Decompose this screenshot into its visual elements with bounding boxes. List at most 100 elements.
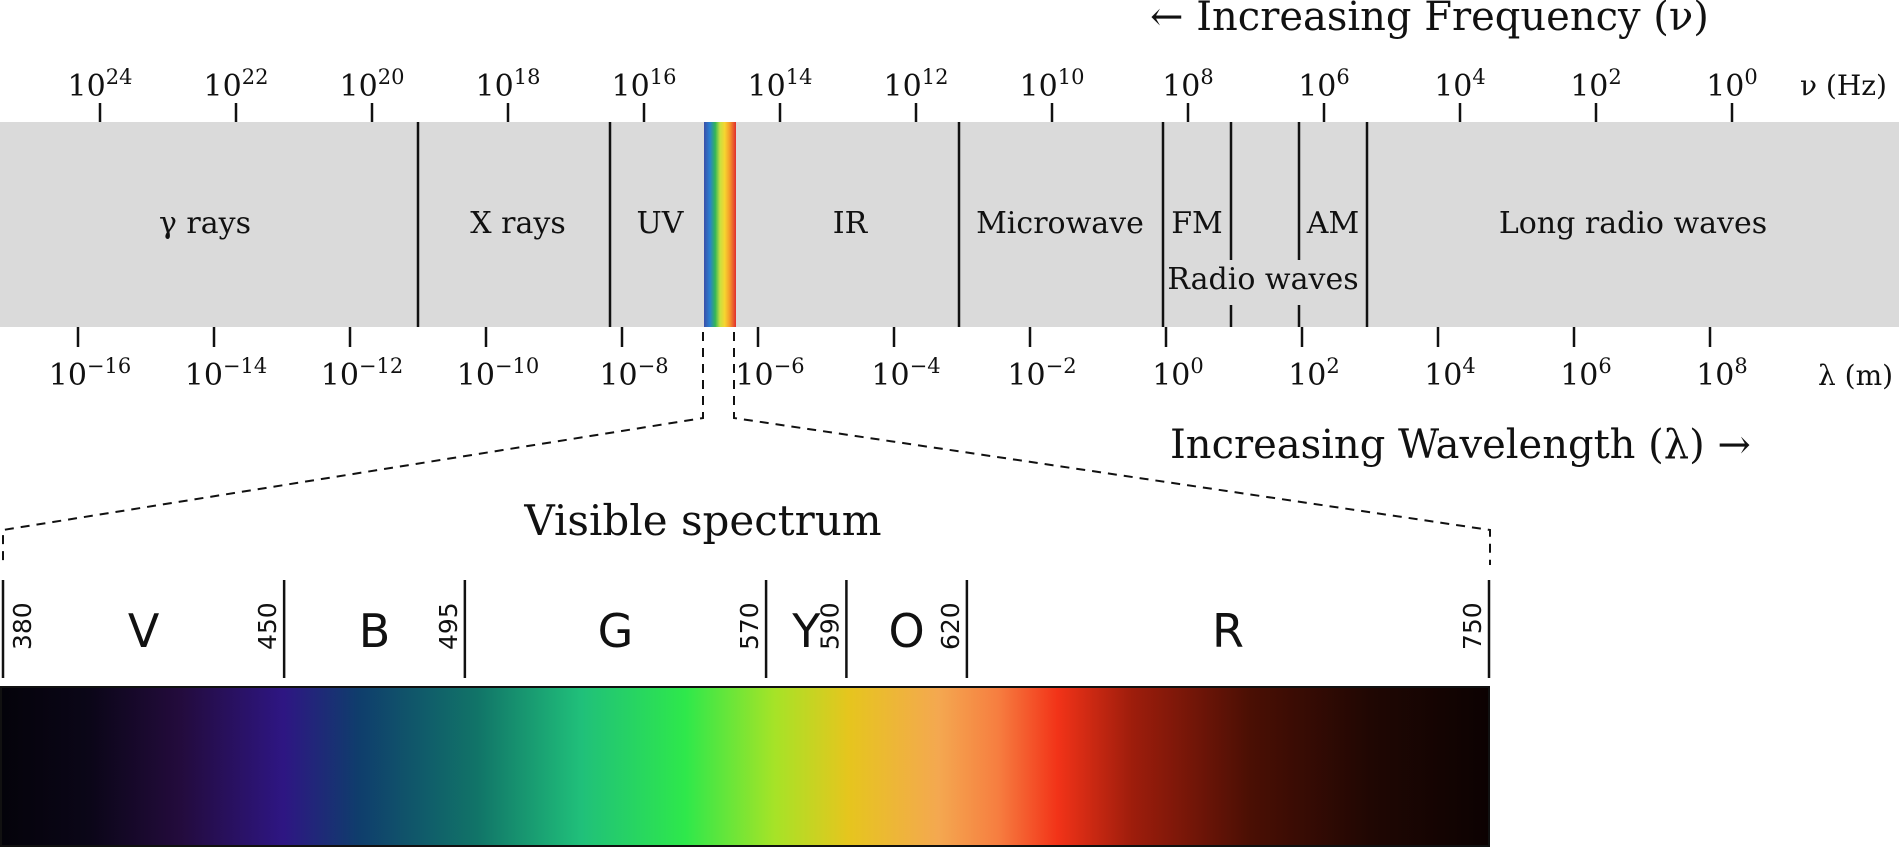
visible-boundary-label: 620 — [936, 602, 965, 650]
wavelength-tick-label-base: 10 — [599, 358, 637, 393]
band-label-fm: FM — [1171, 206, 1223, 241]
visible-color-letter: R — [1212, 604, 1244, 658]
wavelength-tick-label-exponent: 4 — [1462, 354, 1475, 378]
wavelength-tick-label-exponent: 8 — [1734, 354, 1747, 378]
wavelength-tick-label-base: 10 — [871, 358, 909, 393]
wavelength-direction-label: Increasing Wavelength (λ) → — [1170, 422, 1751, 468]
visible-spectrum-title: Visible spectrum — [523, 496, 881, 545]
wavelength-tick-label-exponent: 6 — [1598, 354, 1611, 378]
wavelength-tick-label-exponent: −12 — [359, 354, 403, 378]
visible-color-letter: V — [128, 604, 160, 658]
frequency-tick-label-base: 10 — [476, 69, 514, 104]
wavelength-tick-label: 104 — [1424, 354, 1476, 393]
wavelength-tick-label-base: 10 — [1288, 358, 1326, 393]
band-dividers — [416, 122, 1369, 327]
wavelength-tick-label: 10−4 — [871, 354, 940, 393]
wavelength-tick-label-exponent: −8 — [638, 354, 669, 378]
visible-color-letter: B — [359, 604, 391, 658]
frequency-tick-label-exponent: 22 — [242, 65, 269, 89]
wavelength-tick-label-base: 10 — [457, 358, 495, 393]
frequency-tick-label: 100 — [1706, 65, 1758, 104]
wavelength-tick-label-base: 10 — [321, 358, 359, 393]
wavelength-tick-label-exponent: 2 — [1326, 354, 1339, 378]
visible-boundary-label: 750 — [1458, 602, 1487, 650]
frequency-tick-label: 102 — [1570, 65, 1622, 104]
visible-boundaries: 380 450 495 570 590 620 750 V B G Y O R — [1, 580, 1491, 678]
wavelength-tick-label-exponent: −16 — [87, 354, 131, 378]
wavelength-tick-label-base: 10 — [185, 358, 223, 393]
wavelength-tick-label: 10−14 — [185, 354, 268, 393]
visible-boundary-label: 590 — [815, 602, 844, 650]
wavelength-tick-label-base: 10 — [1424, 358, 1462, 393]
frequency-tick-label-base: 10 — [204, 69, 242, 104]
radio-waves-label: Radio waves — [1167, 262, 1358, 297]
frequency-direction-label: ← Increasing Frequency (ν) — [1150, 0, 1709, 40]
wavelength-tick-label: 10−8 — [599, 354, 668, 393]
frequency-tick-label: 1024 — [68, 65, 133, 104]
wavelength-tick-label: 102 — [1288, 354, 1340, 393]
wavelength-unit-label: λ (m) — [1818, 359, 1893, 392]
frequency-unit-label: ν (Hz) — [1800, 69, 1887, 102]
wavelength-tick-label-base: 10 — [1696, 358, 1734, 393]
visible-spectrum-bar — [0, 686, 1490, 847]
frequency-tick-label-base: 10 — [1162, 69, 1200, 104]
wavelength-tick-label-exponent: −6 — [774, 354, 805, 378]
wavelength-tick-label: 10−2 — [1007, 354, 1076, 393]
wavelength-tick-label-base: 10 — [1560, 358, 1598, 393]
frequency-tick-label-exponent: 18 — [514, 65, 541, 89]
band-label-microwave: Microwave — [976, 206, 1144, 241]
visible-mini-band — [704, 122, 736, 327]
frequency-tick-label-exponent: 16 — [650, 65, 677, 89]
wavelength-tick-label: 100 — [1152, 354, 1204, 393]
visible-color-letter: Y — [791, 604, 821, 658]
visible-boundary-label: 495 — [434, 602, 463, 650]
frequency-tick-label: 108 — [1162, 65, 1214, 104]
visible-boundary-label: 380 — [8, 602, 37, 650]
frequency-axis: 1024 1022 1020 1018 1016 1014 1012 1010 108 106 10… — [68, 65, 1758, 122]
wavelength-tick-label-exponent: −14 — [223, 354, 267, 378]
frequency-tick-label-exponent: 4 — [1472, 65, 1485, 89]
frequency-tick-label: 1016 — [612, 65, 677, 104]
visible-boundary-label: 450 — [253, 602, 282, 650]
wavelength-tick-label-base: 10 — [1007, 358, 1045, 393]
frequency-tick-label: 1022 — [204, 65, 269, 104]
wavelength-tick-label-base: 10 — [49, 358, 87, 393]
wavelength-tick-label-base: 10 — [1152, 358, 1190, 393]
frequency-tick-label-base: 10 — [340, 69, 378, 104]
frequency-tick-label-base: 10 — [884, 69, 922, 104]
frequency-tick-label: 1014 — [748, 65, 813, 104]
wavelength-tick-label-exponent: −2 — [1046, 354, 1077, 378]
frequency-tick-label-exponent: 6 — [1336, 65, 1349, 89]
frequency-tick-label-exponent: 0 — [1744, 65, 1757, 89]
frequency-tick-label: 104 — [1434, 65, 1486, 104]
frequency-tick-label: 1020 — [340, 65, 405, 104]
frequency-tick-label-base: 10 — [1706, 69, 1744, 104]
frequency-tick-label-exponent: 24 — [106, 65, 133, 89]
wavelength-tick-label-exponent: 0 — [1190, 354, 1203, 378]
visible-boundary-label: 570 — [735, 602, 764, 650]
frequency-tick-label-exponent: 8 — [1200, 65, 1213, 89]
wavelength-tick-label-base: 10 — [735, 358, 773, 393]
wavelength-tick-label: 108 — [1696, 354, 1748, 393]
frequency-tick-label-base: 10 — [1570, 69, 1608, 104]
visible-color-letter: G — [598, 604, 634, 658]
frequency-tick-label: 106 — [1298, 65, 1350, 104]
wavelength-tick-label: 10−10 — [457, 354, 540, 393]
band-label-uv: UV — [637, 206, 685, 241]
spectrum-band — [0, 122, 1899, 327]
wavelength-tick-label: 10−16 — [49, 354, 132, 393]
visible-color-letter: O — [889, 604, 925, 658]
frequency-tick-label-base: 10 — [1020, 69, 1058, 104]
wavelength-tick-label: 106 — [1560, 354, 1612, 393]
frequency-tick-label-exponent: 2 — [1608, 65, 1621, 89]
wavelength-axis: 10−16 10−14 10−12 10−10 10−8 10−6 10−4 10−2 100 1… — [49, 327, 1748, 393]
zoom-connector — [2, 332, 1491, 565]
frequency-tick-label: 1010 — [1020, 65, 1085, 104]
band-label-xray: X rays — [470, 206, 565, 241]
band-label-am: AM — [1306, 206, 1359, 241]
frequency-tick-label-exponent: 14 — [786, 65, 813, 89]
band-label-gamma: γ rays — [159, 206, 251, 241]
band-label-long-radio: Long radio waves — [1499, 206, 1767, 241]
